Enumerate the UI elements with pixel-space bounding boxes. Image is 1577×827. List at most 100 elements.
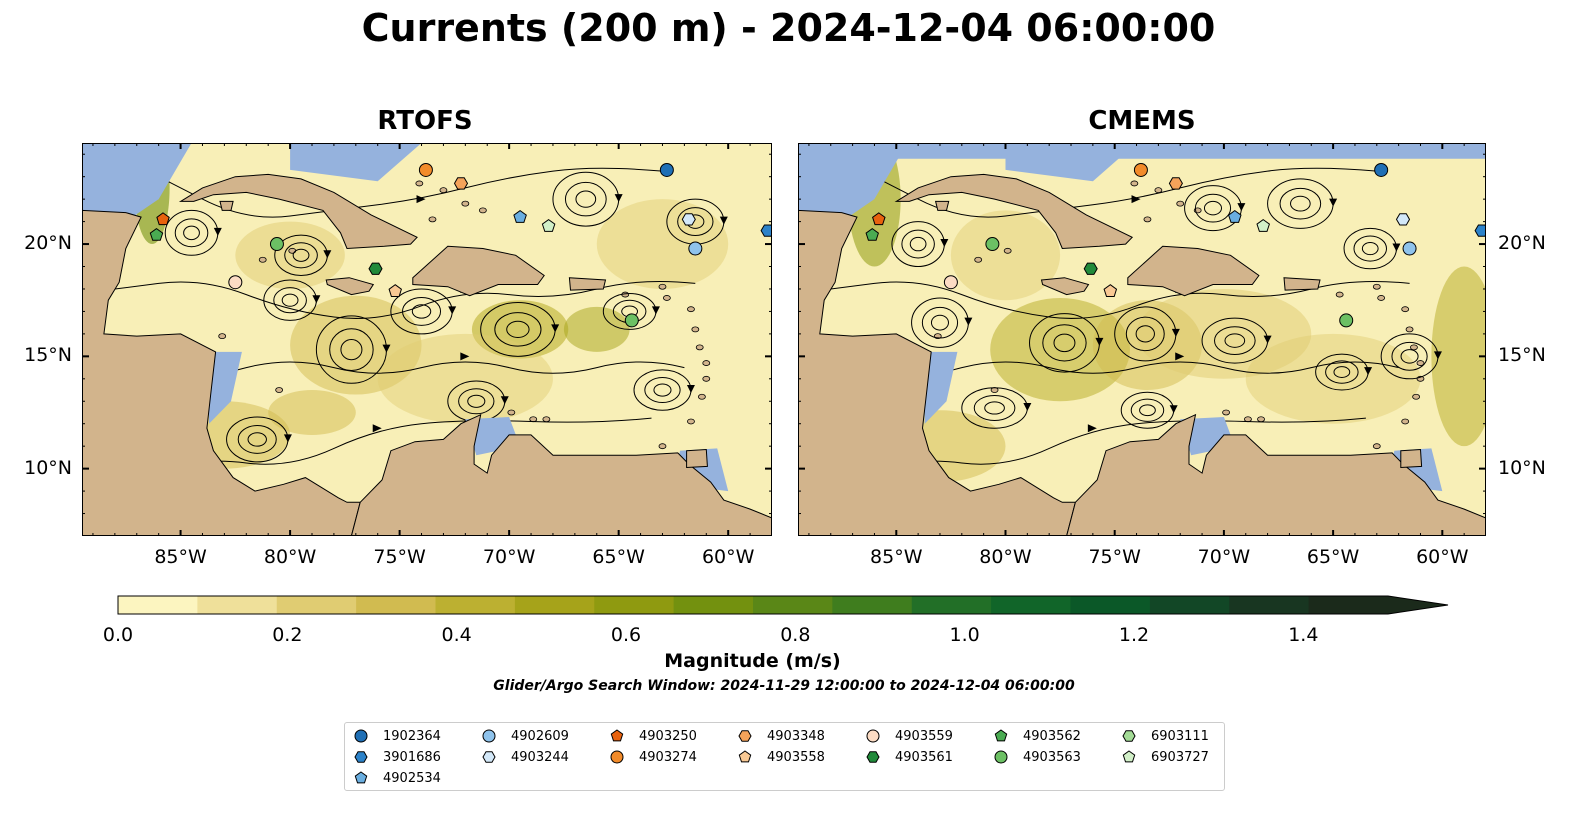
streamline-eddy	[1194, 193, 1232, 223]
float-marker-4903563	[624, 313, 639, 328]
small-island	[658, 283, 667, 290]
streamline-arrow	[1433, 351, 1442, 360]
streamline-eddy	[411, 304, 432, 319]
float-marker-4902609	[688, 241, 703, 256]
streamline	[830, 281, 1410, 319]
legend-label: 4902609	[511, 728, 569, 744]
float-marker-6903727	[541, 218, 556, 232]
legend-marker	[482, 729, 496, 743]
legend-item-4903250: 4903250	[609, 728, 697, 744]
land-jamaica	[1040, 277, 1090, 296]
shelf-bahamas	[290, 143, 422, 182]
streamline-eddy	[467, 394, 486, 408]
float-marker-4903348	[453, 177, 469, 190]
lon-tick-label-right: 85°W	[870, 546, 923, 568]
hexagon-marker-icon	[866, 751, 880, 763]
circle-marker-icon	[354, 729, 368, 743]
streamline-arrow	[460, 352, 470, 361]
streamline	[158, 167, 663, 218]
legend-marker	[738, 750, 752, 763]
small-island	[275, 387, 284, 393]
float-marker-4903559	[228, 275, 243, 290]
streamline-arrow	[382, 344, 391, 353]
streamline-eddy	[1125, 316, 1165, 352]
small-island	[1377, 295, 1386, 301]
land-isla-juventud	[934, 200, 950, 211]
float-marker-4903250	[872, 212, 886, 226]
streamline-eddy	[458, 388, 495, 415]
streamline-arrow	[1169, 405, 1178, 414]
legend-marker	[1122, 750, 1136, 763]
legend-label: 4903250	[639, 728, 697, 744]
current-speed-patch	[377, 333, 553, 424]
legend-marker	[482, 751, 496, 763]
legend-item-6903727: 6903727	[1121, 749, 1209, 765]
colorbar-tick-label: 1.2	[1118, 624, 1150, 646]
lon-tick-label-right: 80°W	[979, 546, 1032, 568]
legend-marker	[610, 750, 624, 764]
current-speed-patch	[950, 210, 1061, 301]
legend-label: 1902364	[383, 728, 441, 744]
colorbar-segment	[514, 596, 595, 614]
legend-item-4903274: 4903274	[609, 749, 697, 765]
small-island	[1335, 291, 1344, 298]
lat-tick-label-right: 10°N	[1498, 456, 1546, 479]
streamline-eddy	[174, 218, 209, 248]
legend-item-4902534: 4902534	[353, 770, 441, 786]
streamline-arrow	[1263, 335, 1272, 344]
hexagon-marker-icon	[354, 751, 368, 763]
land-puerto-rico	[1283, 277, 1321, 291]
legend-marker	[354, 729, 368, 743]
streamline-arrow	[551, 324, 560, 333]
small-island	[461, 200, 470, 207]
legend-marker	[610, 729, 624, 742]
small-island	[428, 216, 437, 223]
small-island	[1244, 416, 1252, 423]
current-speed-patch	[1431, 266, 1486, 447]
cmems-map-panel	[798, 143, 1486, 536]
circle-marker-icon	[866, 729, 880, 743]
land-trinidad	[686, 448, 708, 469]
float-marker-4902534	[1228, 209, 1242, 223]
colorbar-tick-label: 1.4	[1288, 624, 1319, 646]
land-puerto-rico	[568, 277, 607, 291]
lat-tick-label-left: 15°N	[24, 344, 72, 367]
search-window-note: Glider/Argo Search Window: 2024-11-29 12…	[493, 678, 1075, 694]
land-hispaniola	[412, 245, 545, 297]
lon-tick-label-right: 70°W	[1197, 546, 1251, 568]
small-island	[507, 409, 516, 416]
colorbar-tick-label: 0.2	[272, 624, 303, 646]
streamline-arrow	[1329, 198, 1338, 207]
streamline-eddy	[653, 383, 672, 397]
streamline-eddy	[644, 376, 681, 404]
streamline-eddy	[1224, 333, 1246, 348]
streamline-eddy	[1290, 195, 1311, 212]
land-hispaniola	[1127, 245, 1260, 297]
streamline-eddy	[329, 328, 374, 371]
streamline-arrow	[614, 194, 623, 203]
small-island	[621, 291, 630, 298]
streamline-arrow	[1095, 337, 1104, 346]
streamline-arrow	[448, 306, 457, 315]
panel-title-rtofs: RTOFS	[377, 106, 473, 136]
colorbar-segment	[435, 596, 516, 614]
legend-item-4903348: 4903348	[737, 728, 825, 744]
colorbar-outline	[117, 595, 1449, 615]
small-island	[1401, 418, 1410, 425]
small-island	[702, 360, 711, 366]
circle-marker-icon	[482, 729, 496, 743]
legend-marker	[866, 751, 880, 763]
small-island	[687, 418, 695, 425]
colorbar-tick-label: 0.0	[102, 624, 134, 646]
float-marker-4903244	[681, 213, 696, 226]
streamline-eddy	[292, 248, 310, 262]
pentagon-marker-icon	[994, 729, 1008, 742]
rtofs-map-panel	[82, 143, 772, 536]
colorbar-segment	[911, 596, 992, 614]
land-trinidad	[1400, 448, 1423, 469]
pentagon-marker-icon	[1122, 750, 1136, 763]
land-central-america	[82, 209, 361, 536]
float-marker-4903561	[1083, 262, 1098, 275]
float-marker-4903562	[149, 227, 164, 241]
float-marker-6903727	[1256, 218, 1270, 232]
